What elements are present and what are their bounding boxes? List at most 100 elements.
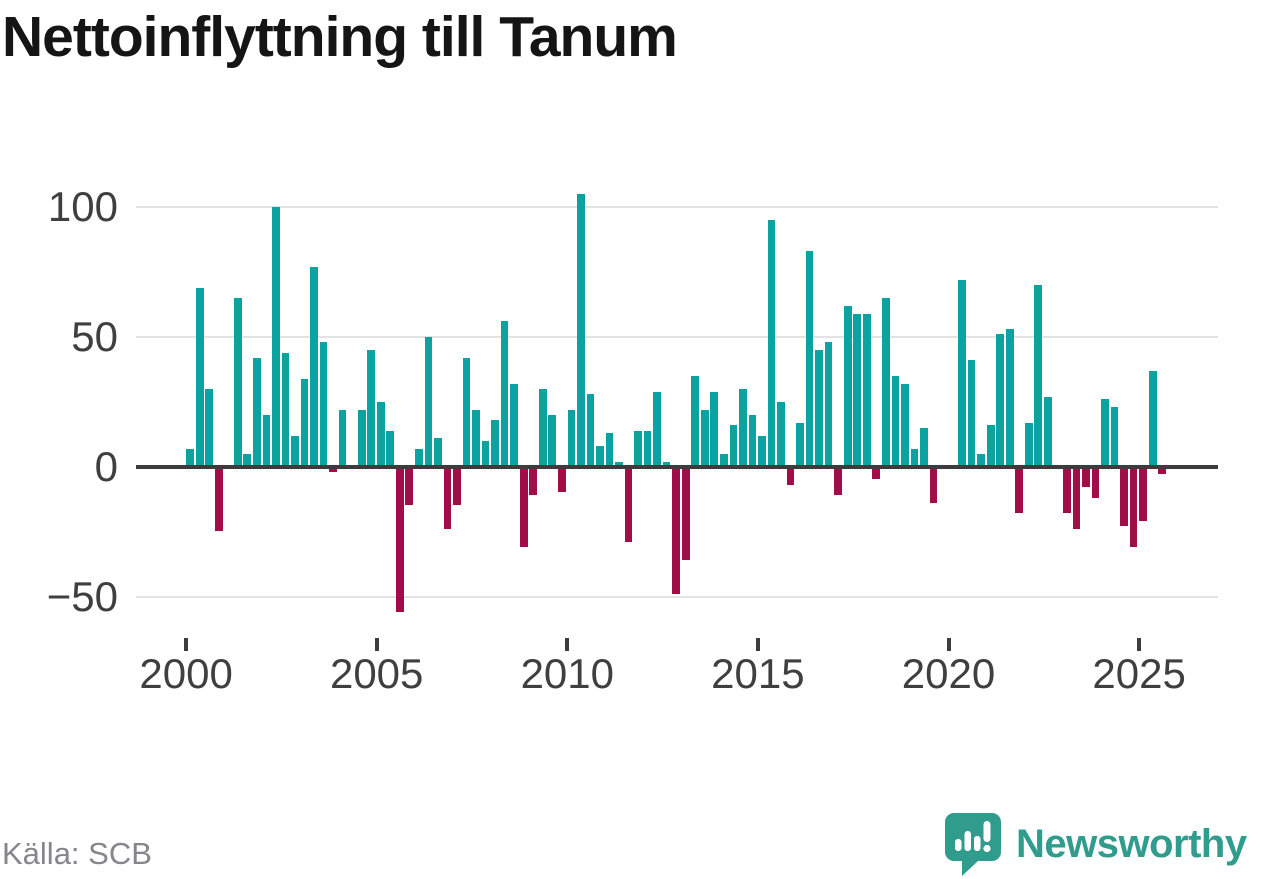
- bar-2014-Q2: [729, 425, 738, 467]
- bar-2016-Q4: [824, 342, 833, 467]
- x-axis-label-2005: 2005: [329, 650, 424, 697]
- bar-2009-Q4: [557, 469, 566, 493]
- bar-2002-Q3: [281, 352, 290, 467]
- x-axis-label-2000: 2000: [139, 650, 233, 697]
- bar-2004-Q4: [367, 350, 376, 467]
- bar-2013-Q2: [691, 376, 700, 467]
- bar-2008-Q3: [510, 383, 518, 467]
- bar-2021-Q2: [996, 334, 1005, 467]
- bar-2018-Q2: [881, 298, 890, 467]
- x-axis-tick-2010: [565, 638, 570, 651]
- bar-2017-Q4: [862, 313, 871, 467]
- bar-2003-Q2: [310, 266, 318, 467]
- bar-2015-Q2: [767, 220, 776, 467]
- bar-2011-Q4: [634, 430, 642, 467]
- bar-2016-Q3: [815, 350, 823, 467]
- bar-2008-Q2: [500, 321, 509, 467]
- bar-2002-Q4: [291, 435, 299, 467]
- bar-2003-Q4: [329, 469, 337, 472]
- gridline-100: [136, 206, 1218, 208]
- bar-2008-Q1: [491, 420, 499, 467]
- x-axis-tick-2005: [374, 638, 379, 651]
- bar-2024-Q3: [1120, 469, 1128, 527]
- bar-2003-Q1: [300, 378, 309, 467]
- bar-2025-Q1: [1139, 469, 1147, 521]
- bar-2005-Q1: [376, 402, 385, 467]
- bar-2000-Q3: [205, 389, 214, 467]
- bar-2023-Q4: [1091, 469, 1100, 498]
- bar-2021-Q1: [986, 425, 995, 467]
- bar-2019-Q2: [920, 428, 928, 467]
- bar-2009-Q2: [538, 389, 547, 467]
- newsworthy-logo: Newsworthy: [944, 812, 1247, 876]
- bar-2013-Q4: [710, 391, 719, 467]
- y-axis-label-100: 100: [47, 183, 118, 230]
- bar-2002-Q2: [272, 207, 280, 467]
- bar-2004-Q3: [357, 409, 366, 467]
- x-axis-tick-2015: [755, 638, 760, 651]
- bar-2018-Q1: [872, 469, 881, 480]
- x-axis-label-2020: 2020: [901, 650, 996, 697]
- bar-2018-Q4: [901, 383, 909, 467]
- bar-2022-Q2: [1034, 285, 1043, 467]
- bar-2006-Q3: [434, 438, 442, 467]
- y-axis-label-0: 0: [94, 443, 118, 490]
- bar-2013-Q3: [700, 409, 709, 467]
- gridline-50: [136, 336, 1218, 338]
- bar-2018-Q3: [891, 376, 900, 467]
- x-axis-tick-2025: [1137, 638, 1142, 651]
- x-axis-tick-2000: [184, 638, 189, 651]
- bar-2017-Q2: [843, 305, 852, 467]
- bar-2016-Q1: [796, 422, 804, 467]
- bar-2007-Q3: [472, 409, 480, 467]
- bar-2001-Q2: [233, 298, 242, 467]
- bar-2019-Q3: [929, 469, 938, 503]
- bar-2010-Q3: [586, 394, 595, 467]
- bar-2014-Q3: [739, 389, 747, 467]
- bar-2023-Q3: [1082, 469, 1090, 488]
- bar-2004-Q1: [338, 409, 347, 467]
- bar-2012-Q4: [672, 469, 681, 594]
- gridline--50: [136, 596, 1218, 598]
- bar-2024-Q2: [1110, 407, 1119, 467]
- bar-2022-Q3: [1044, 396, 1052, 467]
- bar-2012-Q2: [653, 391, 661, 467]
- bar-2021-Q3: [1005, 329, 1014, 467]
- chart-title: Nettoinflyttning till Tanum: [2, 5, 678, 69]
- bar-2007-Q2: [462, 357, 471, 467]
- bar-2005-Q4: [405, 469, 414, 506]
- bar-2025-Q3: [1158, 469, 1167, 475]
- bar-2005-Q2: [386, 430, 395, 467]
- bar-2017-Q1: [834, 469, 843, 495]
- bar-2011-Q1: [605, 433, 614, 467]
- bar-2001-Q3: [243, 454, 252, 467]
- bar-2011-Q3: [624, 469, 633, 542]
- bar-2011-Q2: [615, 461, 623, 467]
- bar-2024-Q4: [1129, 469, 1138, 547]
- bar-2009-Q1: [529, 469, 538, 495]
- bar-2024-Q1: [1101, 399, 1109, 467]
- bar-2001-Q4: [253, 357, 261, 467]
- bar-2013-Q1: [681, 469, 690, 560]
- bar-2020-Q2: [958, 279, 966, 467]
- bar-2000-Q1: [186, 448, 194, 467]
- bar-2010-Q4: [596, 446, 604, 467]
- bar-2008-Q4: [519, 469, 528, 547]
- bar-2006-Q4: [443, 469, 452, 529]
- bar-2012-Q3: [662, 461, 671, 467]
- newsworthy-speech-bubble-bar-chart-icon: [945, 813, 1001, 876]
- bar-2007-Q4: [481, 441, 490, 467]
- y-axis-label-50: 50: [71, 313, 118, 360]
- bar-2010-Q1: [567, 409, 576, 467]
- bar-2010-Q2: [577, 194, 585, 467]
- bar-2025-Q2: [1148, 370, 1157, 467]
- bar-2005-Q3: [395, 469, 404, 612]
- bar-2006-Q1: [415, 448, 423, 467]
- bar-2015-Q4: [786, 469, 795, 485]
- bar-2017-Q3: [853, 313, 862, 467]
- source-label: Källa: SCB: [2, 836, 152, 871]
- x-axis-line: [136, 465, 1218, 469]
- bar-2021-Q4: [1015, 469, 1024, 514]
